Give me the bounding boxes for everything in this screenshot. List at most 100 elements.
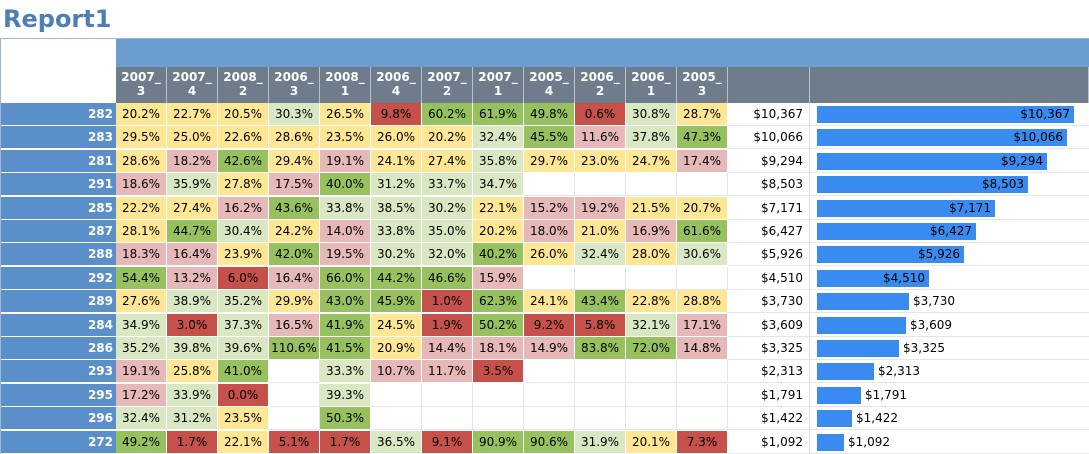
row-header[interactable]: 296 (1, 407, 116, 431)
value-cell: 22.8% (626, 290, 677, 314)
corner-cell (1, 39, 117, 103)
value-cell: 19.1% (116, 360, 167, 384)
column-header-year: 2006_ (580, 70, 620, 84)
column-header[interactable]: 2007_ 4 (167, 67, 218, 103)
value-cell: 3.0% (167, 313, 218, 337)
value-cell (524, 173, 575, 197)
value-cell: 16.4% (167, 243, 218, 267)
total-group-header (728, 39, 811, 67)
value-cell: 5.1% (269, 430, 320, 454)
value-cell: 32.4% (575, 243, 626, 267)
row-header[interactable]: 295 (1, 383, 116, 407)
column-header-quarter: 1 (493, 84, 503, 98)
bar-group-header (810, 39, 1089, 67)
row-header[interactable]: 282 (1, 103, 116, 126)
value-cell: 24.1% (371, 149, 422, 173)
column-header[interactable]: 2007_ 2 (422, 67, 473, 103)
row-header[interactable]: 288 (1, 243, 116, 267)
value-cell: 16.2% (218, 196, 269, 220)
column-header-year: 2007_ (478, 70, 518, 84)
value-cell: 31.2% (167, 407, 218, 431)
value-cell: 47.3% (677, 126, 728, 150)
column-header[interactable]: 2005_ 4 (524, 67, 575, 103)
value-cell: 45.5% (524, 126, 575, 150)
value-cell: 11.7% (422, 360, 473, 384)
value-cell (626, 407, 677, 431)
value-cell: 62.3% (473, 290, 524, 314)
row-header[interactable]: 283 (1, 126, 116, 150)
value-cell: 0.0% (218, 383, 269, 407)
column-header-quarter: 1 (646, 84, 656, 98)
value-cell: 18.1% (473, 337, 524, 360)
value-cell: 22.2% (116, 196, 167, 220)
bar-cell: $3,730 (810, 290, 1089, 314)
table-row: 293 19.1% 25.8% 41.0% 33.3% 10.7% 11.7% 3.5% $2,… (1, 360, 1089, 384)
row-header[interactable]: 272 (1, 430, 116, 454)
value-cell (524, 383, 575, 407)
value-cell (626, 383, 677, 407)
value-cell: 42.6% (218, 149, 269, 173)
bar-cell: $1,092 (810, 431, 1089, 454)
value-cell: 40.2% (473, 243, 524, 267)
row-header[interactable]: 284 (1, 313, 116, 337)
row-header[interactable]: 287 (1, 220, 116, 243)
total-cell: $1,092 (728, 430, 810, 454)
row-header[interactable]: 289 (1, 290, 116, 314)
value-cell: 21.5% (626, 196, 677, 220)
value-cell (524, 360, 575, 384)
value-cell: 9.1% (422, 430, 473, 454)
row-header[interactable]: 293 (1, 360, 116, 384)
value-cell: 83.8% (575, 337, 626, 360)
column-header-quarter: 3 (289, 84, 299, 98)
value-cell: 32.4% (473, 126, 524, 150)
table-row: 292 54.4% 13.2% 6.0% 16.4% 66.0% 44.2% 46.6% 15.… (1, 266, 1089, 290)
value-cell: 26.0% (371, 126, 422, 150)
row-header[interactable]: 281 (1, 149, 116, 173)
bar-label: $1,791 (865, 387, 907, 402)
value-cell: 38.9% (167, 290, 218, 314)
row-header[interactable]: 292 (1, 266, 116, 290)
value-cell: 21.0% (575, 220, 626, 243)
value-cell: 7.3% (677, 430, 728, 454)
value-cell: 3.5% (473, 360, 524, 384)
column-header[interactable]: 2006_ 2 (575, 67, 626, 103)
row-header[interactable]: 291 (1, 173, 116, 197)
column-header[interactable]: 2008_ 2 (218, 67, 269, 103)
value-cell: 11.6% (575, 126, 626, 150)
column-header[interactable]: 2005_ 3 (677, 67, 728, 103)
total-cell: $4,510 (728, 266, 810, 290)
total-cell: $3,325 (728, 337, 810, 360)
value-cell: 33.7% (422, 173, 473, 197)
value-cell: 1.9% (422, 313, 473, 337)
value-cell: 18.2% (167, 149, 218, 173)
value-cell: 1.7% (320, 430, 371, 454)
column-header[interactable]: 2007_ 1 (473, 67, 524, 103)
value-cell: 9.8% (371, 103, 422, 126)
value-cell: 29.7% (524, 149, 575, 173)
table-row: 283 29.5% 25.0% 22.6% 28.6% 23.5% 26.0% 20.2% 32… (1, 126, 1089, 150)
row-header[interactable]: 285 (1, 196, 116, 220)
value-cell: 20.1% (626, 430, 677, 454)
value-cell: 40.0% (320, 173, 371, 197)
bar (817, 433, 844, 451)
value-cell: 24.5% (371, 313, 422, 337)
value-cell (371, 383, 422, 407)
value-cell: 27.6% (116, 290, 167, 314)
row-header[interactable]: 286 (1, 337, 116, 360)
value-cell: 27.8% (218, 173, 269, 197)
value-cell: 15.2% (524, 196, 575, 220)
bar-cell: $7,171 (810, 197, 1089, 220)
bar-label: $4,510 (883, 270, 925, 285)
column-header[interactable]: 2008_ 1 (320, 67, 371, 103)
value-cell: 49.8% (524, 103, 575, 126)
column-header[interactable]: 2007_ 3 (116, 67, 167, 103)
column-header[interactable]: 2006_ 3 (269, 67, 320, 103)
value-cell: 15.9% (473, 266, 524, 290)
value-cell: 6.0% (218, 266, 269, 290)
column-header[interactable]: 2006_ 4 (371, 67, 422, 103)
bar-cell: $2,313 (810, 360, 1089, 384)
column-header[interactable]: 2006_ 1 (626, 67, 677, 103)
bar-label: $3,609 (910, 317, 952, 332)
total-cell: $10,367 (728, 103, 810, 126)
value-cell: 16.9% (626, 220, 677, 243)
